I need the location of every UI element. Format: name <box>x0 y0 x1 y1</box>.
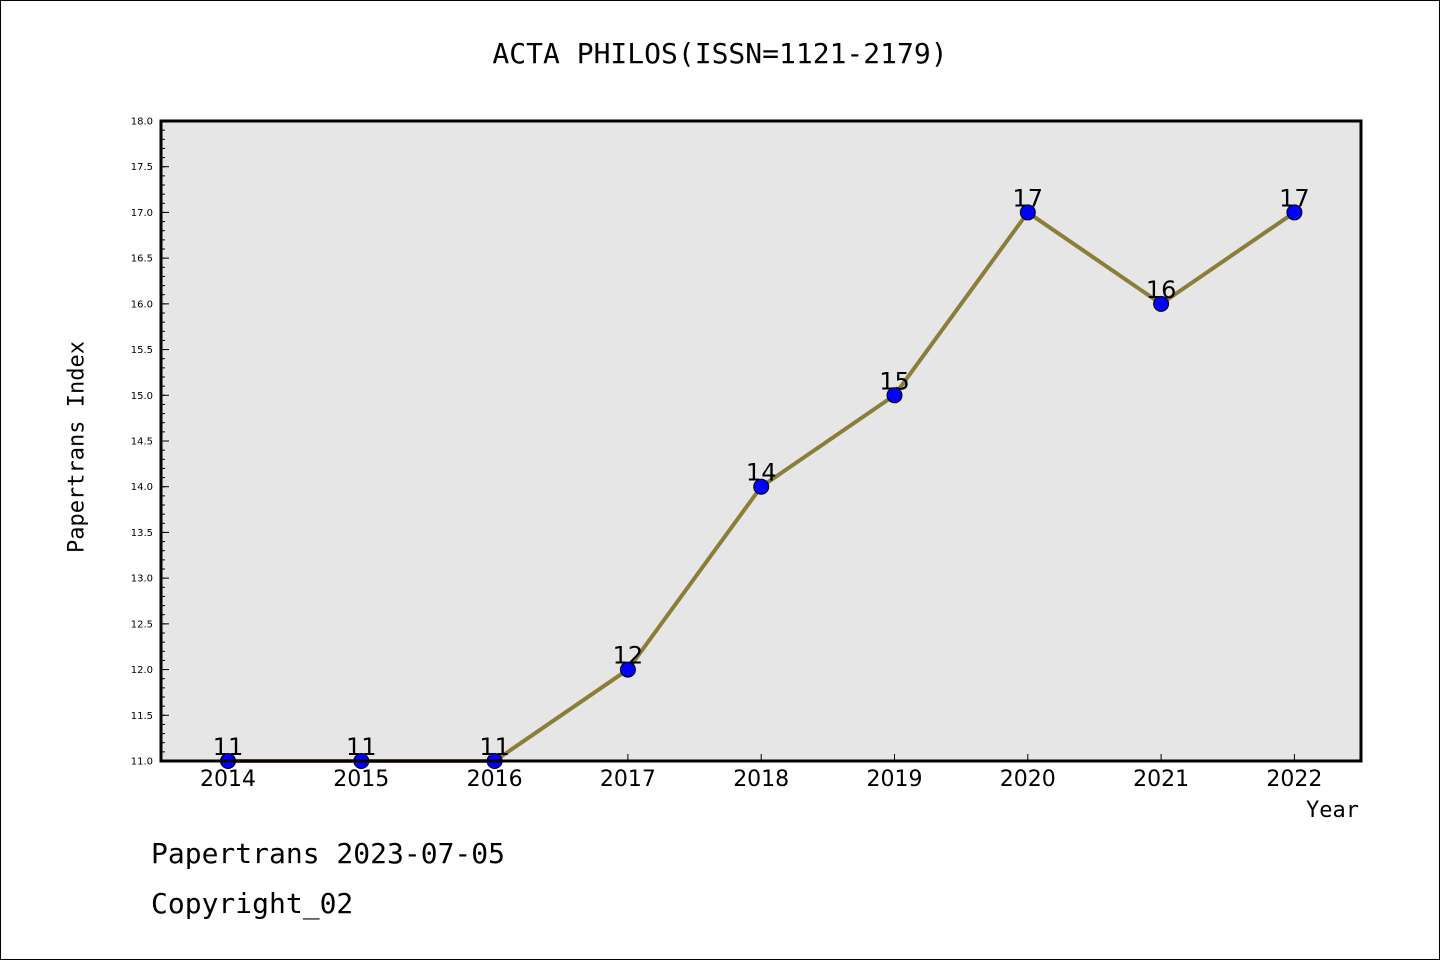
data-point <box>1153 295 1170 312</box>
x-tick-label: 2022 <box>1266 767 1322 792</box>
data-label: 12 <box>613 642 644 670</box>
data-label: 17 <box>1013 184 1044 212</box>
data-point <box>619 661 636 678</box>
x-tick-label: 2017 <box>600 767 656 792</box>
data-label: 11 <box>479 733 510 761</box>
plot-frame <box>159 119 1363 763</box>
y-tick-label: 17.5 <box>131 162 153 173</box>
y-tick-label: 11.5 <box>131 711 153 722</box>
y-tick-label: 15.0 <box>131 391 153 402</box>
footer-copyright: Copyright_02 <box>151 887 354 920</box>
y-tick-label: 16.5 <box>131 254 153 265</box>
y-tick-label: 15.5 <box>131 345 153 356</box>
data-point <box>1019 204 1036 221</box>
data-label: 16 <box>1146 276 1177 304</box>
footer-date: Papertrans 2023-07-05 <box>151 837 506 870</box>
data-point <box>753 478 770 495</box>
y-tick-label: 17.0 <box>131 208 153 219</box>
data-label: 15 <box>879 367 910 395</box>
x-tick-label: 2014 <box>200 767 256 792</box>
x-tick-label: 2015 <box>333 767 389 792</box>
y-tick-label: 14.0 <box>131 482 153 493</box>
y-tick-label: 11.0 <box>131 757 153 768</box>
plot-background <box>161 121 1361 761</box>
x-tick-label: 2021 <box>1133 767 1189 792</box>
data-label: 14 <box>746 459 777 487</box>
x-tick-label: 2016 <box>467 767 523 792</box>
y-tick-label: 12.5 <box>131 619 153 630</box>
chart-title: ACTA PHILOS(ISSN=1121-2179) <box>492 37 948 70</box>
y-tick-label: 14.5 <box>131 437 153 448</box>
y-tick-label: 18.0 <box>131 117 153 128</box>
data-label: 11 <box>213 733 244 761</box>
x-tick-label: 2020 <box>1000 767 1056 792</box>
data-point <box>886 387 903 404</box>
y-tick-label: 13.5 <box>131 528 153 539</box>
x-tick-label: 2019 <box>867 767 923 792</box>
y-tick-label: 13.0 <box>131 574 153 585</box>
y-tick-label: 16.0 <box>131 299 153 310</box>
y-tick-label: 12.0 <box>131 665 153 676</box>
data-label: 17 <box>1279 184 1310 212</box>
x-tick-label: 2018 <box>733 767 789 792</box>
data-label: 11 <box>346 733 377 761</box>
x-axis-label: Year <box>1306 798 1359 823</box>
data-point <box>1286 204 1303 221</box>
